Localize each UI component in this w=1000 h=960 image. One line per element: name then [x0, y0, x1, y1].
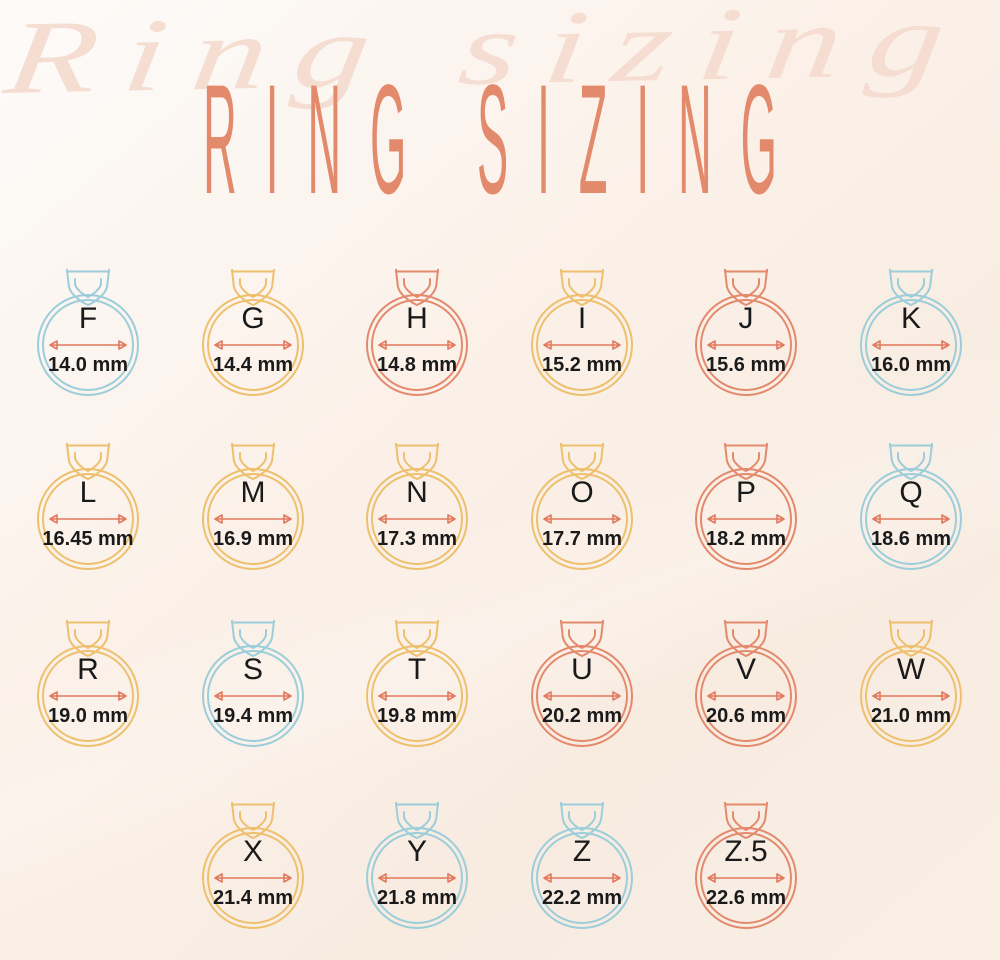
- svg-text:F: F: [79, 302, 97, 335]
- svg-text:19.4 mm: 19.4 mm: [213, 705, 293, 727]
- svg-text:19.8 mm: 19.8 mm: [377, 705, 457, 727]
- svg-text:15.6 mm: 15.6 mm: [706, 354, 786, 376]
- svg-text:P: P: [736, 476, 756, 509]
- svg-text:21.8 mm: 21.8 mm: [377, 887, 457, 909]
- svg-text:S: S: [243, 653, 263, 686]
- svg-text:T: T: [408, 653, 426, 686]
- svg-text:21.4 mm: 21.4 mm: [213, 887, 293, 909]
- svg-text:17.3 mm: 17.3 mm: [377, 528, 457, 550]
- svg-text:L: L: [80, 476, 97, 509]
- svg-text:16.9 mm: 16.9 mm: [213, 528, 293, 550]
- svg-text:Z.5: Z.5: [725, 835, 768, 868]
- svg-text:V: V: [736, 653, 756, 686]
- svg-text:14.4 mm: 14.4 mm: [213, 354, 293, 376]
- svg-text:Y: Y: [407, 835, 427, 868]
- svg-text:Z: Z: [573, 835, 591, 868]
- svg-text:K: K: [901, 302, 921, 335]
- svg-text:19.0 mm: 19.0 mm: [48, 705, 128, 727]
- svg-text:H: H: [406, 302, 428, 335]
- svg-text:18.6 mm: 18.6 mm: [871, 528, 951, 550]
- svg-text:M: M: [240, 476, 265, 509]
- svg-text:14.0 mm: 14.0 mm: [48, 354, 128, 376]
- svg-text:22.2 mm: 22.2 mm: [542, 887, 622, 909]
- svg-text:G: G: [241, 302, 264, 335]
- svg-text:22.6 mm: 22.6 mm: [706, 887, 786, 909]
- svg-text:14.8 mm: 14.8 mm: [377, 354, 457, 376]
- svg-text:N: N: [406, 476, 428, 509]
- svg-text:15.2 mm: 15.2 mm: [542, 354, 622, 376]
- svg-text:17.7 mm: 17.7 mm: [542, 528, 622, 550]
- svg-text:U: U: [571, 653, 593, 686]
- svg-text:16.0 mm: 16.0 mm: [871, 354, 951, 376]
- svg-text:R: R: [77, 653, 99, 686]
- svg-text:Q: Q: [899, 476, 922, 509]
- svg-text:I: I: [578, 302, 586, 335]
- svg-text:J: J: [739, 302, 754, 335]
- svg-text:18.2 mm: 18.2 mm: [706, 528, 786, 550]
- svg-text:21.0 mm: 21.0 mm: [871, 705, 951, 727]
- svg-text:16.45 mm: 16.45 mm: [42, 528, 133, 550]
- svg-text:X: X: [243, 835, 263, 868]
- svg-text:W: W: [897, 653, 926, 686]
- svg-text:O: O: [570, 476, 593, 509]
- svg-text:20.6 mm: 20.6 mm: [706, 705, 786, 727]
- svg-text:20.2 mm: 20.2 mm: [542, 705, 622, 727]
